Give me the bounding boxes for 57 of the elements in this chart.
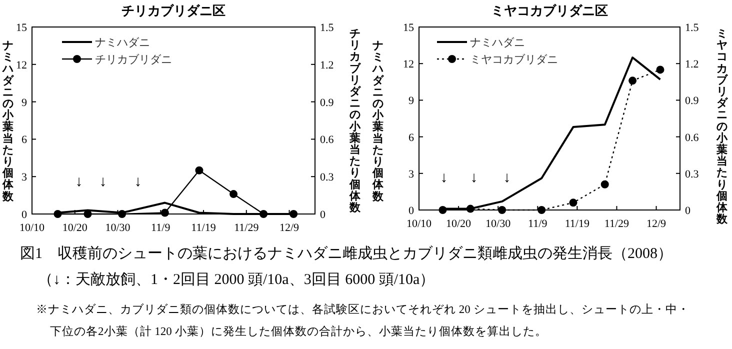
text: ナミハダニの小葉当たり個体数 — [2, 40, 14, 203]
annotation: ↓ — [75, 174, 83, 190]
text: （↓：天敵放飼、1・2回目 2000 頭/10a、3回目 6000 頭/10a） — [38, 270, 435, 289]
x-tick-label: 10/30 — [486, 218, 512, 230]
y2-tick-label: 1.5 — [320, 22, 334, 34]
y2-tick-label: 0 — [320, 209, 326, 221]
y-tick-label: 6 — [22, 134, 28, 146]
y2-tick-label: 0.3 — [685, 168, 700, 180]
y2-tick-label: 1.2 — [320, 59, 334, 72]
y-tick-label: 12 — [16, 59, 27, 72]
x-tick-label: 10/10 — [19, 222, 46, 234]
x-tick-label: 11/9 — [151, 222, 171, 234]
x-tick-label: 12/9 — [279, 222, 300, 234]
y2-tick-label: 1.2 — [685, 58, 699, 71]
y-tick-label: 3 — [22, 172, 28, 184]
text: チリカブリダニの小葉当たり個体数 — [350, 28, 360, 214]
y-tick-label: 9 — [22, 96, 28, 109]
text: ミヤコカブリダニの小葉当たり個体数 — [716, 28, 728, 226]
annotation: ↓ — [134, 174, 142, 190]
y2-tick-label: 0.9 — [685, 95, 700, 108]
y-tick-label: 6 — [408, 132, 414, 144]
y2-tick-label: 1.5 — [685, 22, 700, 34]
y2-tick-label: 0.6 — [320, 134, 334, 146]
chart-title: ミヤコカブリダニ区 — [491, 3, 608, 18]
annotation: ↓ — [440, 170, 448, 186]
annotation: ↓ — [470, 170, 478, 186]
x-tick-label: 11/29 — [234, 222, 260, 234]
y-tick-label: 0 — [22, 209, 28, 221]
x-tick-label: 10/20 — [62, 222, 88, 234]
y2-tick-label: 0.6 — [685, 132, 700, 144]
y-tick-label: 9 — [408, 95, 414, 108]
x-tick-label: 10/30 — [105, 222, 131, 234]
legend-label: ミヤコカブリダニ — [470, 53, 558, 66]
x-tick-label: 11/29 — [604, 218, 630, 230]
chart-title: チリカブリダニ区 — [122, 3, 226, 18]
y-tick-label: 3 — [408, 168, 414, 180]
x-tick-label: 10/10 — [406, 218, 432, 230]
annotation: ↓ — [503, 170, 511, 186]
y2-tick-label: 0.3 — [320, 172, 334, 184]
legend-label: ナミハダニ — [470, 37, 525, 49]
y-tick-label: 15 — [403, 22, 414, 34]
y-tick-label: 12 — [403, 58, 414, 71]
text: ※ナミハダニ、カブリダニ類の個体数については、各試験区においてそれぞれ 20 シュートを抽出し、シュートの上・中・下位の各2小葉（計 120 小葉）に発生した個体数の合計から、小葉当たり個体数を算出した。 — [36, 302, 690, 340]
x-tick-label: 12/9 — [646, 218, 667, 230]
y2-tick-label: 0.9 — [320, 96, 334, 109]
x-tick-label: 11/19 — [564, 218, 590, 230]
legend-label: ナミハダニ — [95, 37, 150, 49]
text: ナミハダニの小葉当たり個体数 — [372, 40, 384, 203]
annotation: ↓ — [99, 174, 107, 190]
x-tick-label: 11/9 — [528, 218, 548, 230]
x-tick-label: 11/19 — [191, 222, 216, 234]
y-tick-label: 15 — [16, 22, 28, 34]
x-tick-label: 10/20 — [446, 218, 472, 230]
legend-label: チリカブリダニ — [95, 53, 172, 66]
caption: 図1 収穫前のシュートの葉におけるナミハダニ雌成虫とカブリダニ類雌成虫の発生消長（2008） — [20, 244, 672, 263]
y2-tick-label: 0 — [685, 205, 691, 217]
y-tick-label: 0 — [408, 205, 414, 217]
